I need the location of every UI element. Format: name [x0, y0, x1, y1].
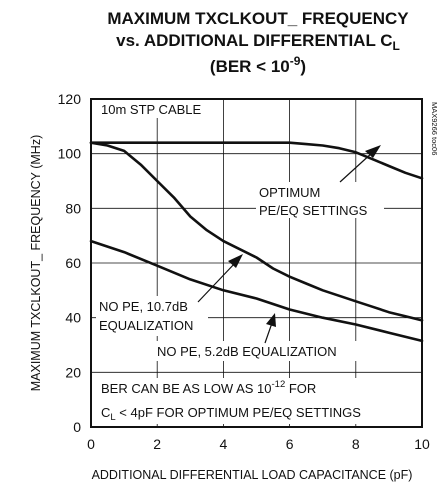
annotation-eq107-line1: NO PE, 10.7dB: [99, 299, 188, 314]
ber-line2-sub: L: [110, 412, 115, 423]
ber-line2-suffix: < 4pF FOR OPTIMUM PE/EQ SETTINGS: [116, 405, 362, 420]
chart-title-line3: (BER < 10-9): [210, 54, 306, 76]
x-tick-labels: 0 2 4 6 8 10: [87, 436, 430, 452]
arrow-eq52-shaft: [264, 322, 273, 344]
y-tick-label: 20: [65, 364, 81, 380]
watermark: MAX9266 toc06: [430, 102, 439, 155]
y-axis-label: MAXIMUM TXCLKOUT_ FREQUENCY (MHz): [29, 135, 43, 392]
annotation-optimum-line2: PE/EQ SETTINGS: [259, 203, 368, 218]
chart-title-line1: MAXIMUM TXCLKOUT_ FREQUENCY: [107, 9, 409, 28]
x-tick-label: 4: [220, 436, 228, 452]
annotation-ber-line2: CL < 4pF FOR OPTIMUM PE/EQ SETTINGS: [101, 405, 361, 423]
chart-title-line3-main: (BER < 10: [210, 57, 290, 76]
chart-title-line2-sub: L: [393, 39, 400, 53]
bg-eq107-label: [96, 296, 208, 336]
bg-ber-label: [98, 378, 418, 424]
arrow-eq107: [197, 254, 243, 303]
arrow-eq107-shaft: [197, 261, 237, 303]
y-tick-label: 100: [58, 146, 82, 162]
x-axis-label: ADDITIONAL DIFFERENTIAL LOAD CAPACITANCE…: [92, 468, 413, 482]
arrow-optimum: [339, 145, 381, 183]
x-tick-label: 0: [87, 436, 95, 452]
y-tick-label: 120: [58, 91, 82, 107]
ber-line1-sup: -12: [272, 379, 286, 390]
plot-frame: [90, 98, 423, 428]
annotation-optimum-line1: OPTIMUM: [259, 185, 320, 200]
series-line-3: [89, 239, 424, 343]
ber-line1-suffix: FOR: [285, 381, 316, 396]
y-tick-label: 80: [65, 200, 81, 216]
x-tick-label: 10: [414, 436, 430, 452]
y-tick-label: 40: [65, 310, 81, 326]
x-tick-label: 8: [352, 436, 360, 452]
chart-title-line3-sup: -9: [290, 54, 301, 68]
chart-title-line2-main: vs. ADDITIONAL DIFFERENTIAL C: [116, 31, 392, 50]
curves: [89, 141, 424, 343]
arrow-optimum-shaft: [339, 151, 374, 183]
annotation-eq107-line2: EQUALIZATION: [99, 318, 193, 333]
annotation-eq52: NO PE, 5.2dB EQUALIZATION: [157, 344, 337, 359]
x-tick-label: 2: [153, 436, 161, 452]
arrow-eq52: [264, 313, 276, 344]
bg-opt-label: [256, 182, 384, 218]
annotation-cable: 10m STP CABLE: [101, 102, 202, 117]
arrow-eq107-head: [228, 254, 243, 268]
chart-title-line3-suffix: ): [300, 57, 306, 76]
y-tick-label: 60: [65, 255, 81, 271]
chart-title-line2: vs. ADDITIONAL DIFFERENTIAL CL: [116, 31, 400, 53]
y-tick-labels: 0 20 40 60 80 100 120: [58, 91, 82, 435]
bg-eq52-label: [154, 341, 360, 361]
arrow-eq52-head: [266, 313, 276, 327]
series-line-1: [89, 141, 424, 180]
ber-line1-main: BER CAN BE AS LOW AS 10: [101, 381, 272, 396]
series-line-2: [89, 141, 424, 322]
annotation-ber-line1: BER CAN BE AS LOW AS 10-12 FOR: [101, 379, 316, 396]
grid: [91, 99, 422, 427]
arrow-optimum-head: [365, 145, 381, 158]
ber-line2-main: C: [101, 405, 110, 420]
bg-cable-label: [98, 100, 210, 118]
x-tick-label: 6: [286, 436, 294, 452]
y-tick-label: 0: [73, 419, 81, 435]
